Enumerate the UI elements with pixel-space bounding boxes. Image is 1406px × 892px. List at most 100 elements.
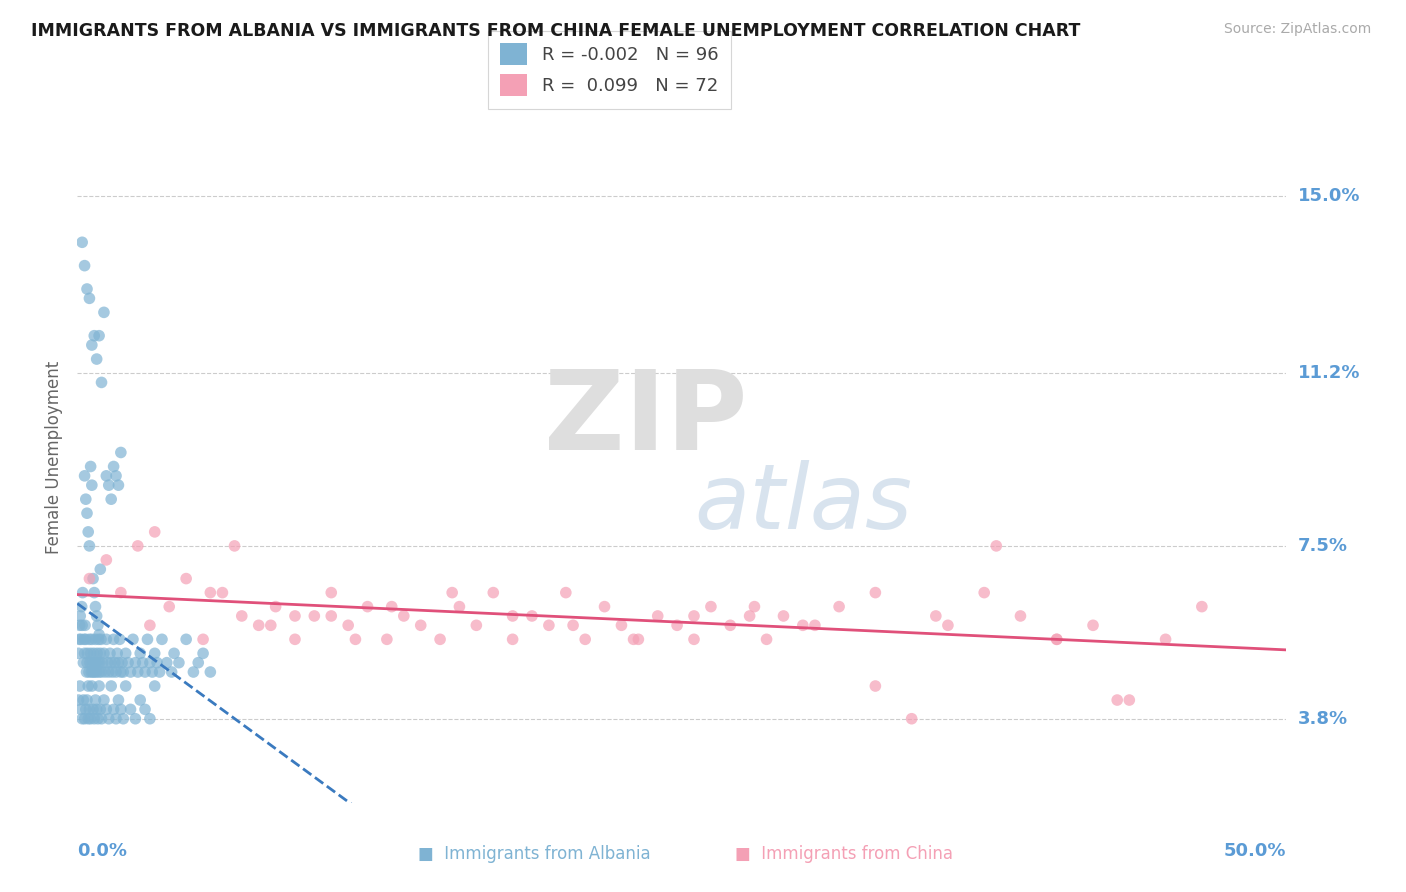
Point xyxy=(76,665,98,679)
Point xyxy=(77,665,100,679)
Point xyxy=(304,609,326,624)
Point xyxy=(738,609,761,624)
Point xyxy=(284,632,307,647)
Point xyxy=(94,665,117,679)
Point xyxy=(409,618,432,632)
Point xyxy=(191,632,214,647)
Point xyxy=(67,693,90,707)
Point xyxy=(356,599,378,614)
Point xyxy=(321,609,343,624)
Point xyxy=(77,679,100,693)
Point xyxy=(247,618,270,632)
Point xyxy=(321,585,343,599)
Point xyxy=(502,609,524,624)
Point xyxy=(211,585,233,599)
Point xyxy=(101,665,124,679)
Point xyxy=(84,693,107,707)
Point xyxy=(110,702,132,716)
Point xyxy=(70,702,93,716)
Text: Source: ZipAtlas.com: Source: ZipAtlas.com xyxy=(1223,22,1371,37)
Point xyxy=(70,599,93,614)
Point xyxy=(666,618,689,632)
Point xyxy=(465,618,488,632)
Point xyxy=(79,702,101,716)
Point xyxy=(131,656,153,670)
Point xyxy=(79,632,101,647)
Point xyxy=(187,656,209,670)
Point xyxy=(150,632,173,647)
Point xyxy=(87,618,110,632)
Point xyxy=(97,712,120,726)
Point xyxy=(1118,693,1140,707)
Point xyxy=(134,702,156,716)
Point xyxy=(75,632,97,647)
Point xyxy=(87,712,110,726)
Point xyxy=(141,665,163,679)
Point xyxy=(72,656,94,670)
Point xyxy=(90,632,112,647)
Point xyxy=(772,609,794,624)
Point xyxy=(260,618,283,632)
Point xyxy=(127,665,149,679)
Point xyxy=(610,618,633,632)
Text: 15.0%: 15.0% xyxy=(1298,186,1360,204)
Point xyxy=(683,609,706,624)
Point xyxy=(100,492,122,507)
Text: IMMIGRANTS FROM ALBANIA VS IMMIGRANTS FROM CHINA FEMALE UNEMPLOYMENT CORRELATION: IMMIGRANTS FROM ALBANIA VS IMMIGRANTS FR… xyxy=(31,22,1080,40)
Point xyxy=(110,445,132,459)
Point xyxy=(83,712,105,726)
Point xyxy=(1154,632,1177,647)
Point xyxy=(865,679,887,693)
Point xyxy=(157,599,180,614)
Point xyxy=(804,618,827,632)
Point xyxy=(146,656,169,670)
Text: ■  Immigrants from Albania: ■ Immigrants from Albania xyxy=(418,846,651,863)
Text: 3.8%: 3.8% xyxy=(1298,710,1348,728)
Point xyxy=(79,572,101,586)
Point xyxy=(104,656,127,670)
Point xyxy=(124,656,146,670)
Point xyxy=(76,646,98,660)
Y-axis label: Female Unemployment: Female Unemployment xyxy=(45,360,63,554)
Point xyxy=(344,632,367,647)
Point xyxy=(120,665,142,679)
Point xyxy=(482,585,505,599)
Point xyxy=(79,291,101,305)
Point xyxy=(112,665,135,679)
Point xyxy=(77,712,100,726)
Point xyxy=(103,702,125,716)
Point xyxy=(80,679,103,693)
Point xyxy=(89,656,111,670)
Point xyxy=(191,646,214,660)
Point xyxy=(107,656,129,670)
Point xyxy=(75,618,97,632)
Point xyxy=(1191,599,1213,614)
Point xyxy=(143,646,166,660)
Point xyxy=(593,599,616,614)
Point xyxy=(90,712,112,726)
Point xyxy=(700,599,723,614)
Point xyxy=(865,585,887,599)
Point xyxy=(79,646,101,660)
Point xyxy=(156,656,179,670)
Point xyxy=(82,665,104,679)
Point xyxy=(80,478,103,492)
Point xyxy=(98,646,121,660)
Point xyxy=(100,656,122,670)
Point xyxy=(83,585,105,599)
Text: ZIP: ZIP xyxy=(544,367,748,474)
Point xyxy=(107,478,129,492)
Point xyxy=(120,702,142,716)
Point xyxy=(160,665,183,679)
Point xyxy=(122,632,145,647)
Point xyxy=(174,572,197,586)
Point xyxy=(520,609,543,624)
Point xyxy=(76,693,98,707)
Point xyxy=(87,627,110,641)
Point xyxy=(69,618,91,632)
Text: 7.5%: 7.5% xyxy=(1298,537,1347,555)
Point xyxy=(70,235,93,250)
Point xyxy=(139,618,162,632)
Point xyxy=(83,656,105,670)
Point xyxy=(84,599,107,614)
